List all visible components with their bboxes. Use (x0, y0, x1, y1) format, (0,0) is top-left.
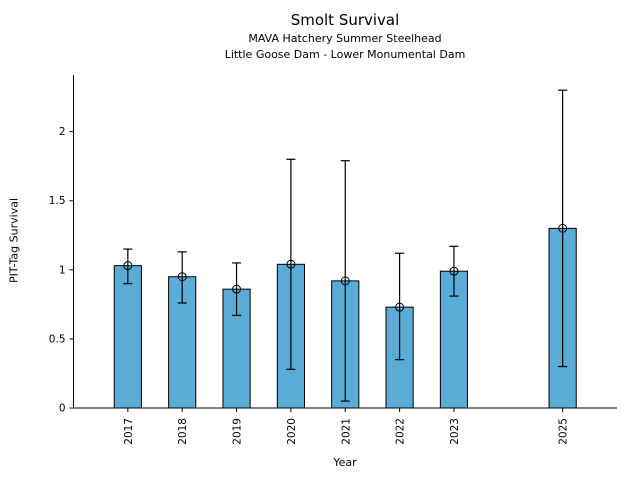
x-tick-label: 2021 (340, 418, 352, 445)
bar-2017 (113, 265, 142, 409)
marker-2022 (395, 302, 405, 312)
y-tick-label: 1.5 (49, 195, 66, 207)
x-tick-label: 2023 (449, 418, 461, 445)
marker-2018 (177, 272, 187, 282)
x-tick-label: 2017 (123, 418, 135, 445)
y-tick-label: 0.5 (49, 333, 66, 345)
marker-2020 (286, 259, 296, 269)
x-tick-label: 2022 (395, 418, 407, 445)
y-tick-label: 2 (59, 126, 66, 138)
x-tick-label: 2018 (177, 418, 189, 445)
marker-2019 (232, 284, 242, 294)
chart-subtitle-reach: Little Goose Dam - Lower Monumental Dam (224, 48, 466, 61)
marker-2025 (558, 223, 568, 233)
x-tick-label: 2020 (286, 418, 298, 445)
marker-2021 (340, 276, 350, 286)
marker-2023 (449, 266, 459, 276)
x-tick-label: 2025 (558, 418, 570, 445)
chart-title: Smolt Survival (290, 11, 400, 29)
chart-subtitle-hatchery: MAVA Hatchery Summer Steelhead (248, 32, 442, 45)
y-axis-label: PIT-Tag Survival (7, 198, 21, 284)
y-tick-label: 1 (59, 264, 66, 276)
x-tick-label: 2019 (232, 418, 244, 445)
marker-2017 (123, 261, 133, 271)
x-axis-label: Year (333, 456, 357, 469)
y-tick-label: 0 (59, 403, 66, 415)
